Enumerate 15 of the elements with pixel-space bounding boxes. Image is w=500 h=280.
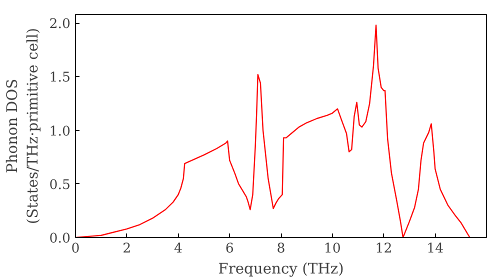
x-tick-label: 0	[71, 242, 80, 256]
x-tick-label: 14	[426, 242, 444, 256]
x-tick-label: 12	[375, 242, 392, 256]
x-axis-title: Frequency (THz)	[218, 260, 344, 278]
y-tick-label: 1.5	[49, 70, 71, 86]
y-tick-label: 1.0	[49, 124, 71, 140]
y-tick-label: 2.0	[49, 17, 71, 32]
x-tick-label: 10	[324, 242, 341, 256]
y-axis-title: Phonon DOS (States/THz·primitive cell)	[4, 28, 42, 224]
x-tick-label: 6	[225, 242, 234, 256]
x-tick-label: 2	[122, 242, 132, 256]
x-tick-label: 4	[174, 242, 182, 256]
y-tick-label: 0.0	[49, 232, 71, 246]
y-tick-label: 0.5	[49, 178, 71, 193]
x-tick-label: 8	[276, 242, 286, 256]
